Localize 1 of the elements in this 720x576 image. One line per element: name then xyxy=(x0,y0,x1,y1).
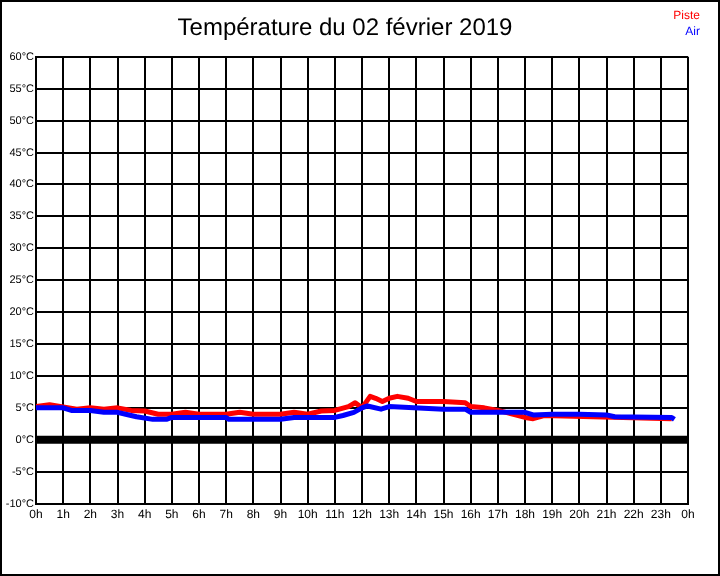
chart-title: Température du 02 février 2019 xyxy=(177,13,514,42)
